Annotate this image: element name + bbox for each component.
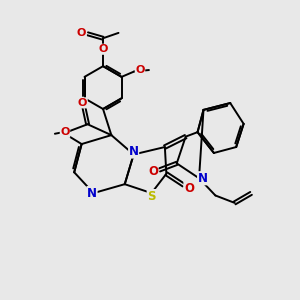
Text: O: O bbox=[78, 98, 87, 108]
Text: O: O bbox=[184, 182, 194, 194]
Text: N: N bbox=[129, 145, 139, 158]
Text: O: O bbox=[148, 165, 158, 178]
Text: O: O bbox=[98, 44, 108, 54]
Text: N: N bbox=[87, 187, 97, 200]
Text: O: O bbox=[60, 127, 70, 137]
Text: S: S bbox=[147, 190, 156, 202]
Text: O: O bbox=[135, 65, 145, 75]
Text: N: N bbox=[198, 172, 208, 185]
Text: O: O bbox=[77, 28, 86, 38]
